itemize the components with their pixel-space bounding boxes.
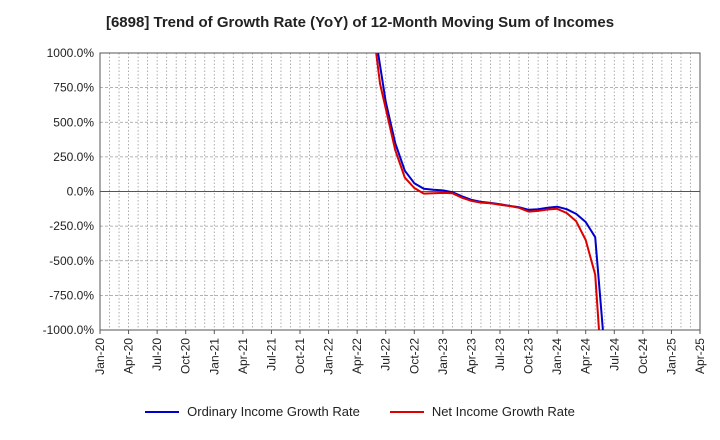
- x-tick-label: Oct-22: [407, 338, 421, 374]
- x-tick-label: Apr-25: [693, 338, 707, 374]
- y-tick-label: 500.0%: [53, 115, 94, 129]
- y-tick-label: -500.0%: [49, 254, 94, 268]
- legend-swatch-ordinary-income: [145, 410, 180, 413]
- legend-label-ordinary-income: Ordinary Income Growth Rate: [187, 404, 360, 419]
- x-tick-label: Jul-24: [607, 338, 621, 371]
- legend-label-net-income: Net Income Growth Rate: [431, 404, 575, 419]
- legend-item-ordinary-income: Ordinary Income Growth Rate: [145, 404, 360, 419]
- x-tick-label: Jul-22: [379, 338, 393, 371]
- legend-swatch-net-income: [389, 410, 424, 413]
- legend: Ordinary Income Growth Rate Net Income G…: [0, 404, 720, 419]
- series-lines: [375, 53, 604, 330]
- axes: 1000.0% 750.0% 500.0% 250.0% 0.0% -250.0% -500…: [43, 46, 707, 375]
- x-tick-label: Jan-23: [436, 338, 450, 375]
- x-tick-label: Oct-23: [522, 338, 536, 374]
- plot-frame: [99, 52, 701, 331]
- series-line-net-income: [375, 53, 600, 330]
- y-tick-label: 1000.0%: [47, 46, 95, 60]
- x-tick-label: Jan-25: [664, 338, 678, 375]
- legend-item-net-income: Net Income Growth Rate: [389, 404, 575, 419]
- x-tick-label: Oct-24: [636, 338, 650, 374]
- x-tick-label: Jan-24: [550, 338, 564, 375]
- y-tick-label: 0.0%: [67, 185, 95, 199]
- x-tick-label: Oct-21: [293, 338, 307, 374]
- x-tick-label: Jan-21: [207, 338, 221, 375]
- y-tick-label: 750.0%: [53, 81, 94, 95]
- chart-title: [6898] Trend of Growth Rate (YoY) of 12-…: [105, 14, 615, 31]
- x-tick-label: Jul-20: [150, 338, 164, 371]
- x-tick-label: Apr-21: [236, 338, 250, 374]
- x-tick-label: Jan-22: [322, 338, 336, 375]
- y-tick-label: 250.0%: [53, 150, 94, 164]
- y-tick-label: -1000.0%: [43, 323, 95, 337]
- x-tick-label: Apr-24: [579, 338, 593, 374]
- y-tick-label: -250.0%: [49, 219, 94, 233]
- y-tick-label: -750.0%: [49, 288, 94, 302]
- x-tick-label: Jan-20: [93, 338, 107, 375]
- x-tick-label: Jul-21: [264, 338, 278, 371]
- x-tick-label: Oct-20: [179, 338, 193, 374]
- x-tick-label: Apr-20: [122, 338, 136, 374]
- x-tick-label: Jul-23: [493, 338, 507, 371]
- x-tick-label: Apr-22: [350, 338, 364, 374]
- x-tick-label: Apr-23: [464, 338, 478, 374]
